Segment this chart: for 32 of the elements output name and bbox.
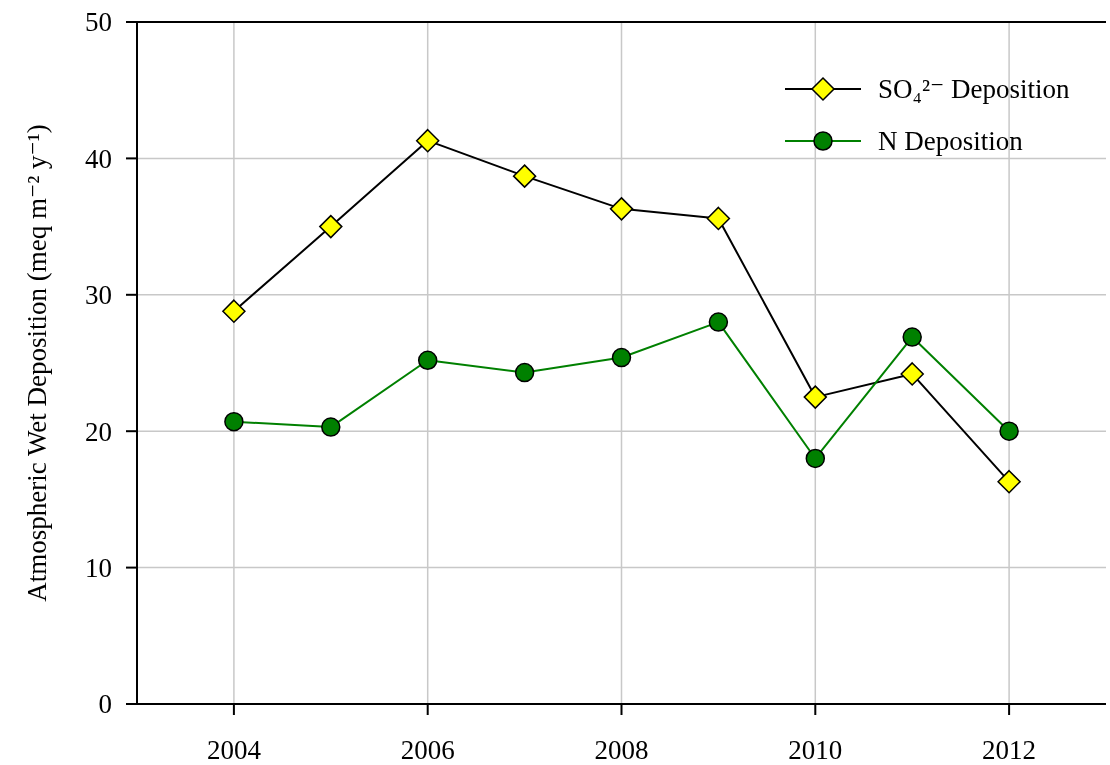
y-axis-title: Atmospheric Wet Deposition (meq m⁻² y⁻¹) [22, 124, 52, 602]
y-tick-label: 40 [85, 143, 112, 174]
point [512, 164, 537, 188]
point [319, 214, 343, 239]
x-tick-label: 2012 [982, 735, 1037, 765]
x-tick-label: 2010 [788, 735, 843, 765]
point [902, 327, 922, 347]
point [224, 411, 244, 432]
point [900, 362, 924, 386]
y-tick-label: 0 [98, 689, 112, 720]
point [321, 417, 341, 437]
point [708, 312, 729, 332]
point [514, 362, 535, 383]
point [997, 469, 1021, 494]
x-tick-label: 2008 [594, 735, 649, 765]
y-tick-label: 30 [85, 280, 112, 311]
point [417, 350, 438, 371]
point [805, 448, 826, 469]
y-tick-label: 10 [85, 553, 112, 584]
point [415, 128, 440, 153]
point [803, 385, 828, 409]
point [222, 299, 246, 323]
x-tick-label: 2004 [206, 735, 262, 765]
legend-label: SO₄²⁻ Deposition [878, 74, 1071, 105]
y-tick-label: 20 [85, 416, 112, 447]
point [611, 347, 632, 368]
x-tick-label: 2006 [400, 735, 455, 765]
point [609, 197, 634, 221]
legend-label: N Deposition [878, 126, 1024, 157]
point [706, 206, 731, 231]
y-tick-label: 50 [85, 7, 112, 38]
point [999, 421, 1019, 441]
